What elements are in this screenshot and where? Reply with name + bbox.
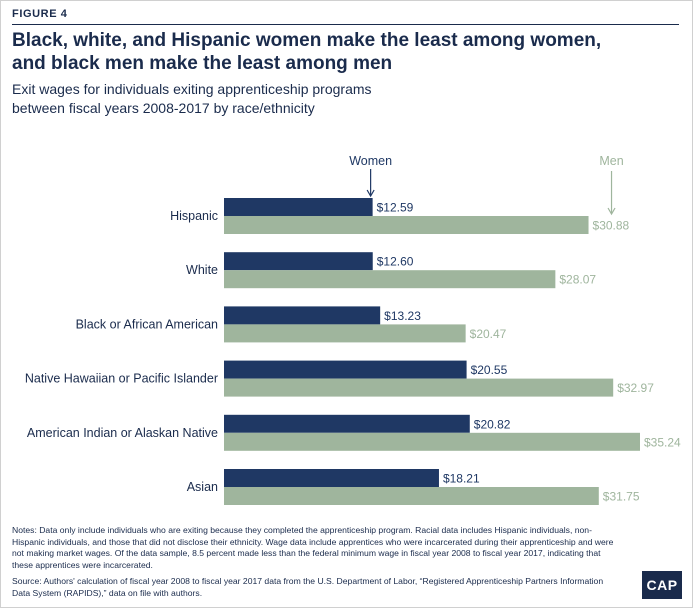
chart-subtitle: Exit wages for individuals exiting appre… [12, 80, 672, 118]
title-line-1: Black, white, and Hispanic women make th… [12, 30, 602, 51]
data-label-women: $13.23 [384, 309, 421, 323]
data-label-women: $20.55 [471, 363, 508, 377]
category-label: Native Hawaiian or Pacific Islander [25, 372, 218, 386]
figure-label: FIGURE 4 [12, 8, 68, 20]
bar-women [224, 360, 467, 379]
bar-women [224, 198, 373, 216]
bar-women [224, 306, 381, 325]
bar-men [224, 270, 556, 289]
data-label-men: $31.75 [603, 490, 640, 504]
legend-women: Women [349, 154, 392, 168]
category-label: White [186, 263, 218, 277]
category-label: Hispanic [170, 209, 218, 223]
bar-men [224, 432, 640, 451]
title-line-2: and black men make the least among men [12, 53, 393, 74]
category-label: Asian [187, 480, 218, 494]
legend-men: Men [599, 154, 623, 168]
cap-logo: CAP [642, 571, 682, 599]
chart-title: Black, white, and Hispanic women make th… [12, 29, 672, 75]
bar-men [224, 378, 614, 397]
bar-women [224, 469, 439, 487]
data-label-men: $28.07 [559, 273, 596, 287]
bar-chart: Hispanic $12.59 $30.88 White $12.60 $28.07 Bla… [25, 154, 681, 505]
chart-notes: Notes: Data only include individuals who… [12, 525, 614, 570]
subtitle-line-1: Exit wages for individuals exiting appre… [12, 81, 372, 97]
legend-arrowhead-men [607, 207, 616, 216]
category-label: American Indian or Alaskan Native [27, 426, 218, 440]
legend-arrowhead-women [366, 189, 375, 198]
data-label-men: $20.47 [470, 327, 507, 341]
data-label-women: $20.82 [474, 417, 511, 431]
data-label-men: $35.24 [644, 435, 681, 449]
bar-women [224, 252, 373, 271]
subtitle-line-2: between fiscal years 2008-2017 by race/e… [12, 100, 315, 116]
bar-men [224, 487, 599, 505]
bar-men [224, 324, 466, 343]
data-label-women: $18.21 [443, 472, 480, 486]
data-label-men: $30.88 [593, 219, 630, 233]
chart-source: Source: Authors' calculation of fiscal y… [12, 576, 604, 598]
data-label-men: $32.97 [617, 381, 654, 395]
figure-rule [12, 24, 679, 25]
bar-women [224, 414, 470, 433]
data-label-women: $12.60 [377, 255, 414, 269]
category-label: Black or African American [76, 317, 218, 331]
bar-men [224, 216, 589, 234]
data-label-women: $12.59 [377, 201, 414, 215]
